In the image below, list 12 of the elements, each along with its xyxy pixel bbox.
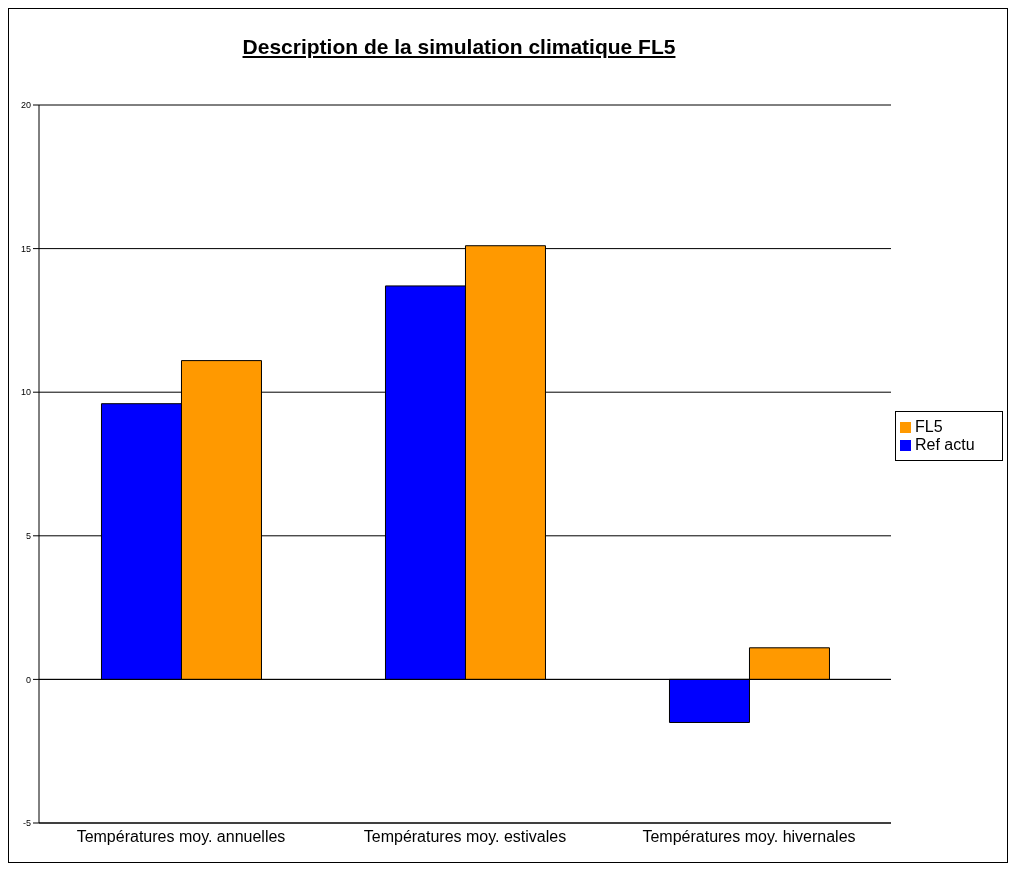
y-tick-label: 10 — [20, 387, 31, 398]
y-tick-label: 20 — [20, 100, 31, 111]
x-tick-label: Températures moy. hivernales — [642, 828, 856, 846]
legend-label: FL5 — [915, 417, 943, 435]
x-tick-label: Températures moy. estivales — [363, 828, 567, 846]
x-tick-label: Températures moy. annuelles — [76, 828, 286, 846]
y-tick-label: 5 — [25, 530, 31, 541]
y-tick-label: -5 — [22, 818, 31, 829]
y-tick-label: 15 — [20, 243, 31, 254]
chart-title: Description de la simulation climatique FL5 — [241, 35, 677, 59]
legend-label: Ref actu — [915, 435, 975, 453]
y-tick-label: 0 — [25, 674, 31, 685]
